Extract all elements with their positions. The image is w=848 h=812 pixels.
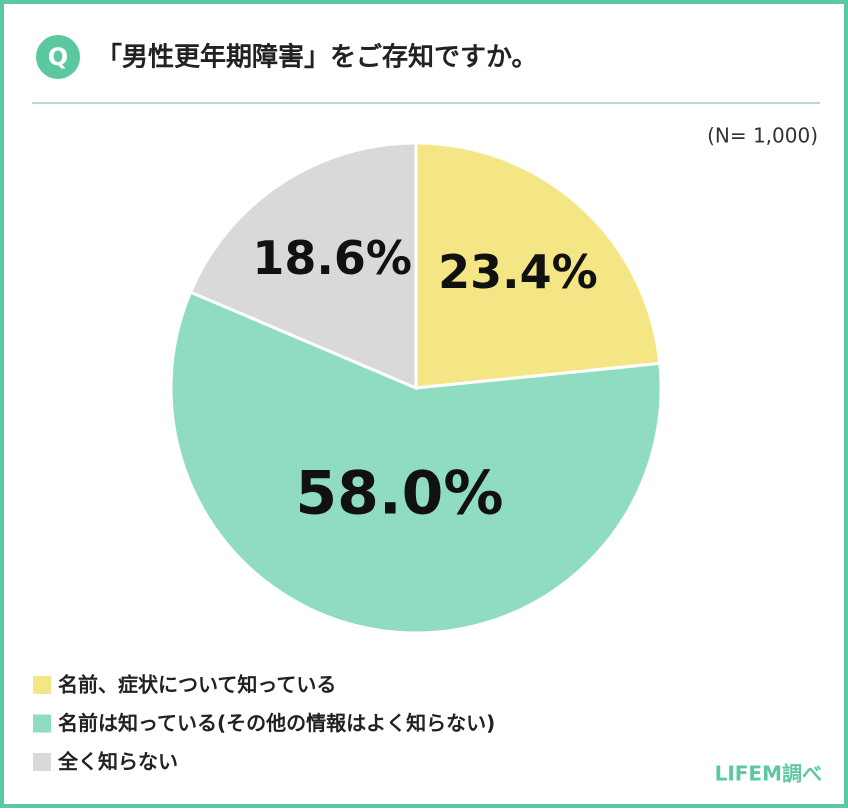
sample-note: (N= 1,000) <box>707 124 818 148</box>
value-label: 58.0% <box>295 459 503 529</box>
legend-swatch <box>33 753 51 771</box>
value-label: 23.4% <box>438 245 598 299</box>
pie-slice <box>169 290 663 635</box>
badge-circle <box>36 35 80 79</box>
pie-slice <box>414 141 662 390</box>
pie-slice <box>188 141 418 391</box>
legend-label: 名前、症状について知っている <box>58 673 336 697</box>
badge: Q <box>48 43 68 71</box>
legend-label: 名前は知っている(その他の情報はよく知らない) <box>58 711 495 735</box>
legend-label: 全く知らない <box>57 750 178 774</box>
source: LIFEM調べ <box>715 762 822 786</box>
value-label: 18.6% <box>252 231 412 285</box>
chart-title: 「男性更年期障害」をご存知ですか。 <box>96 42 537 73</box>
legend-swatch <box>33 676 51 694</box>
legend-swatch <box>33 714 51 733</box>
